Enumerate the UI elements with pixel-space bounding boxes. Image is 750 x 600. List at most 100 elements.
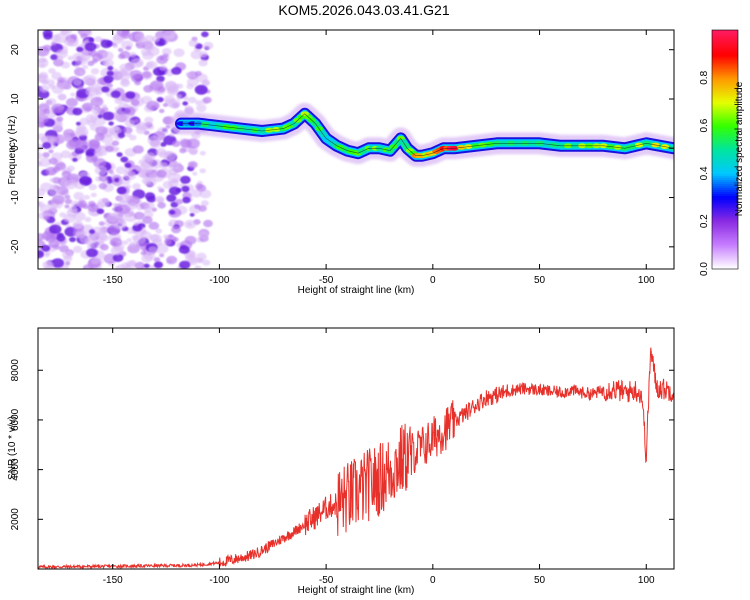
colorbar-cell	[712, 77, 738, 81]
colorbar-cell	[712, 103, 738, 107]
noise-blob	[157, 186, 163, 190]
noise-blob	[163, 234, 169, 239]
colorbar-cell	[712, 243, 738, 246]
snr-panel: -150 -100 -50 0 50 100 2000 4000 6000 8000 Heigh…	[7, 327, 675, 596]
noise-blob	[161, 47, 172, 56]
colorbar-cell	[712, 81, 738, 85]
colorbar-cell	[712, 157, 738, 161]
noise-blob	[142, 216, 153, 224]
x-tick-label: -150	[103, 575, 123, 586]
noise-blob	[171, 67, 182, 75]
colorbar-cell	[712, 37, 738, 41]
colorbar-cell	[712, 253, 738, 256]
noise-blob	[159, 253, 165, 258]
noise-blob	[109, 126, 122, 136]
colorbar-cell	[712, 121, 738, 125]
noise-blob	[61, 170, 72, 178]
noise-blob	[39, 63, 46, 68]
x-tick-label: -100	[209, 575, 229, 586]
y-tick-label: 20	[10, 44, 21, 56]
colorbar-cell	[712, 205, 738, 208]
noise-blob	[188, 39, 199, 47]
noise-blob	[150, 159, 163, 169]
noise-blob	[162, 103, 168, 107]
noise-blob	[134, 33, 145, 41]
colorbar-cell	[712, 237, 738, 240]
noise-blob	[91, 107, 101, 115]
noise-blob	[169, 209, 176, 215]
noise-blob	[72, 78, 82, 86]
noise-blob	[42, 142, 52, 149]
colorbar-cell	[712, 109, 738, 113]
noise-blob	[140, 251, 147, 256]
noise-blob	[171, 140, 181, 147]
colorbar-cell	[712, 155, 738, 159]
noise-blob	[88, 37, 95, 42]
colorbar-cell	[712, 251, 738, 254]
noise-blob	[125, 132, 132, 138]
noise-blob	[115, 166, 127, 175]
noise-blob	[93, 149, 103, 157]
colorbar-cell	[712, 215, 738, 218]
colorbar-cell	[712, 91, 738, 95]
noise-blob	[112, 202, 118, 207]
noise-blob	[148, 264, 156, 269]
noise-blob	[102, 111, 115, 121]
noise-blob	[66, 38, 75, 45]
noise-blob	[168, 161, 180, 171]
noise-blob	[198, 231, 209, 239]
noise-blob	[89, 138, 100, 147]
noise-blob	[185, 72, 191, 77]
noise-blob	[135, 126, 146, 135]
noise-blob	[114, 182, 121, 187]
spectrogram-frame	[37, 29, 675, 270]
noise-blob	[61, 250, 73, 260]
colorbar-cell	[712, 139, 738, 143]
noise-blob	[67, 55, 74, 61]
colorbar-cell	[712, 59, 738, 63]
colorbar-cell	[712, 189, 738, 192]
colorbar-cell	[712, 125, 738, 129]
noise-blob	[111, 140, 120, 146]
colorbar-cell	[712, 115, 738, 119]
noise-blob	[144, 177, 157, 187]
colorbar-cell	[712, 167, 738, 171]
noise-blob	[117, 132, 126, 139]
noise-blob	[139, 163, 153, 174]
colorbar-cell	[712, 227, 738, 230]
noise-blob	[64, 204, 70, 209]
noise-blob	[132, 183, 141, 190]
snr-series-line	[38, 347, 674, 569]
colorbar-cell	[712, 241, 738, 244]
noise-blob	[82, 264, 94, 269]
noise-blob	[165, 124, 171, 129]
noise-blob	[133, 221, 139, 227]
noise-blob	[90, 68, 100, 75]
x-tick-label: 0	[430, 275, 436, 286]
noise-blob	[38, 250, 45, 259]
colorbar-cell	[712, 45, 738, 49]
noise-blob	[110, 237, 123, 247]
colorbar-cell	[712, 67, 738, 71]
colorbar-cell	[712, 119, 738, 123]
noise-blob	[68, 205, 78, 214]
noise-blob	[95, 126, 108, 136]
noise-blob	[80, 33, 88, 39]
noise-blob	[119, 50, 131, 59]
colorbar-cell	[712, 197, 738, 200]
noise-blob	[200, 200, 209, 207]
colorbar-cell	[712, 229, 738, 232]
noise-blob	[203, 219, 213, 228]
colorbar-cell	[712, 35, 738, 39]
spectrogram-x-ticks: -150 -100 -50 0 50 100	[103, 30, 655, 286]
noise-blob	[151, 207, 157, 212]
noise-blob	[63, 213, 76, 223]
noise-blob	[90, 96, 104, 107]
noise-blob	[101, 51, 114, 61]
noise-blob	[49, 178, 56, 183]
noise-blob	[42, 30, 53, 38]
y-tick-label: 6000	[10, 408, 21, 431]
noise-blob	[113, 114, 121, 120]
colorbar-cell	[712, 213, 738, 216]
